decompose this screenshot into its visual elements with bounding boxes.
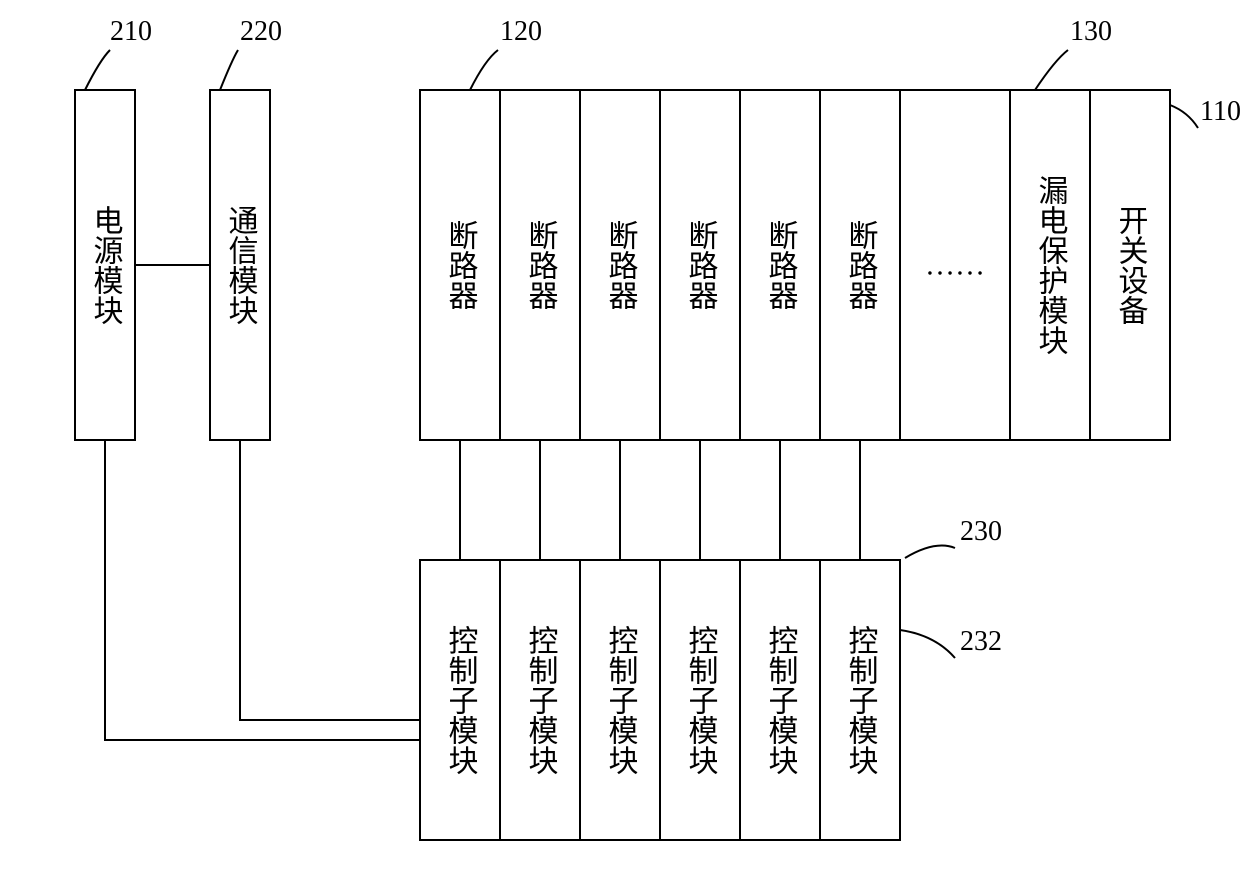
- lead-120: [470, 50, 498, 90]
- controller-label-3: 控制子模块: [684, 625, 719, 775]
- comm-module-label: 通信模块: [224, 205, 259, 325]
- breaker-label-2: 断路器: [604, 220, 639, 310]
- controller-label-5: 控制子模块: [844, 625, 879, 775]
- ref-120: 120: [500, 16, 542, 47]
- controller-label-0: 控制子模块: [444, 625, 479, 775]
- breaker-label-0: 断路器: [444, 220, 479, 310]
- lead-210: [85, 50, 110, 90]
- breaker-label-5: 断路器: [844, 220, 879, 310]
- wire-power-controllers: [105, 440, 420, 740]
- wire-comm-controllers: [240, 440, 420, 720]
- ref-230: 230: [960, 516, 1002, 547]
- ref-210: 210: [110, 16, 152, 47]
- ref-220: 220: [240, 16, 282, 47]
- controller-label-2: 控制子模块: [604, 625, 639, 775]
- ellipsis-label: ……: [925, 249, 985, 282]
- lead-230: [905, 546, 955, 558]
- lead-110: [1170, 105, 1198, 128]
- leakage-label: 漏电保护模块: [1034, 175, 1069, 355]
- lead-130: [1035, 50, 1068, 90]
- breaker-label-4: 断路器: [764, 220, 799, 310]
- controller-label-1: 控制子模块: [524, 625, 559, 775]
- lead-232: [900, 630, 955, 658]
- lead-220: [220, 50, 238, 90]
- ref-232: 232: [960, 626, 1002, 657]
- controller-label-4: 控制子模块: [764, 625, 799, 775]
- breaker-label-3: 断路器: [684, 220, 719, 310]
- breaker-label-1: 断路器: [524, 220, 559, 310]
- ref-130: 130: [1070, 16, 1112, 47]
- switch-label: 开关设备: [1114, 205, 1149, 325]
- power-module-label: 电源模块: [89, 205, 124, 325]
- ref-110: 110: [1200, 96, 1240, 127]
